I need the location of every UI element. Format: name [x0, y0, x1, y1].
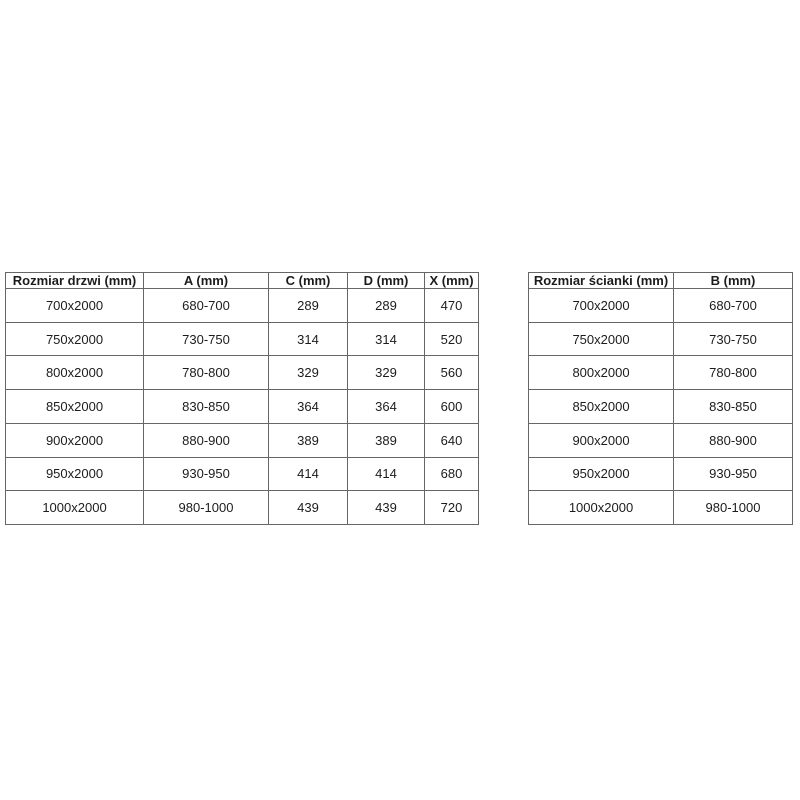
data-cell: 329 — [268, 355, 348, 391]
data-cell: 389 — [347, 422, 425, 458]
data-cell: 830-850 — [143, 389, 269, 424]
data-cell: 414 — [347, 456, 425, 492]
header-cell: B (mm) — [673, 272, 793, 289]
table-row: 700x2000 680-700 — [528, 288, 793, 323]
table-row: 850x2000 830-850 364 364 600 — [5, 389, 479, 424]
data-cell: 730-750 — [673, 321, 793, 357]
data-cell: 1000x2000 — [5, 490, 144, 525]
header-cell: Rozmiar ścianki (mm) — [528, 272, 674, 289]
table-row: 700x2000 680-700 289 289 470 — [5, 288, 479, 323]
data-cell: 780-800 — [673, 355, 793, 391]
header-row: Rozmiar ścianki (mm) B (mm) — [528, 272, 793, 289]
data-cell: 439 — [347, 490, 425, 525]
data-cell: 950x2000 — [5, 456, 144, 492]
data-cell: 364 — [347, 389, 425, 424]
table-row: 750x2000 730-750 — [528, 321, 793, 357]
data-cell: 850x2000 — [528, 389, 674, 424]
door-sizes-table-head: Rozmiar drzwi (mm) A (mm) C (mm) D (mm) X (m… — [5, 272, 479, 289]
header-row: Rozmiar drzwi (mm) A (mm) C (mm) D (mm) X (m… — [5, 272, 479, 289]
door-sizes-table: Rozmiar drzwi (mm) A (mm) C (mm) D (mm) X (m… — [5, 272, 479, 525]
data-cell: 389 — [268, 422, 348, 458]
header-cell: D (mm) — [347, 272, 425, 289]
data-cell: 750x2000 — [528, 321, 674, 357]
data-cell: 680-700 — [143, 288, 269, 323]
door-sizes-table-body: 700x2000 680-700 289 289 470 750x2000 730-750 3… — [5, 288, 479, 525]
data-cell: 880-900 — [143, 422, 269, 458]
header-cell: Rozmiar drzwi (mm) — [5, 272, 144, 289]
wall-panel-sizes-table: Rozmiar ścianki (mm) B (mm) 700x2000 680-7… — [528, 272, 793, 525]
data-cell: 439 — [268, 490, 348, 525]
table-row: 900x2000 880-900 — [528, 422, 793, 458]
data-cell: 930-950 — [143, 456, 269, 492]
data-cell: 750x2000 — [5, 321, 144, 357]
header-cell: C (mm) — [268, 272, 348, 289]
data-cell: 700x2000 — [528, 288, 674, 323]
table-row: 850x2000 830-850 — [528, 389, 793, 424]
data-cell: 720 — [424, 490, 479, 525]
data-cell: 364 — [268, 389, 348, 424]
data-cell: 980-1000 — [673, 490, 793, 525]
data-cell: 850x2000 — [5, 389, 144, 424]
table-row: 950x2000 930-950 414 414 680 — [5, 456, 479, 492]
data-cell: 700x2000 — [5, 288, 144, 323]
data-cell: 640 — [424, 422, 479, 458]
data-cell: 560 — [424, 355, 479, 391]
data-cell: 520 — [424, 321, 479, 357]
data-cell: 600 — [424, 389, 479, 424]
data-cell: 880-900 — [673, 422, 793, 458]
header-cell: X (mm) — [424, 272, 479, 289]
data-cell: 950x2000 — [528, 456, 674, 492]
data-cell: 289 — [347, 288, 425, 323]
table-row: 800x2000 780-800 — [528, 355, 793, 391]
data-cell: 329 — [347, 355, 425, 391]
data-cell: 780-800 — [143, 355, 269, 391]
data-cell: 900x2000 — [528, 422, 674, 458]
data-cell: 900x2000 — [5, 422, 144, 458]
data-cell: 470 — [424, 288, 479, 323]
table-row: 1000x2000 980-1000 439 439 720 — [5, 490, 479, 525]
data-cell: 680-700 — [673, 288, 793, 323]
data-cell: 289 — [268, 288, 348, 323]
data-cell: 830-850 — [673, 389, 793, 424]
data-cell: 414 — [268, 456, 348, 492]
data-cell: 980-1000 — [143, 490, 269, 525]
table-row: 1000x2000 980-1000 — [528, 490, 793, 525]
data-cell: 800x2000 — [5, 355, 144, 391]
wall-panel-sizes-table-head: Rozmiar ścianki (mm) B (mm) — [528, 272, 793, 289]
table-row: 950x2000 930-950 — [528, 456, 793, 492]
data-cell: 730-750 — [143, 321, 269, 357]
header-cell: A (mm) — [143, 272, 269, 289]
data-cell: 930-950 — [673, 456, 793, 492]
data-cell: 800x2000 — [528, 355, 674, 391]
table-row: 900x2000 880-900 389 389 640 — [5, 422, 479, 458]
data-cell: 314 — [347, 321, 425, 357]
table-row: 800x2000 780-800 329 329 560 — [5, 355, 479, 391]
table-row: 750x2000 730-750 314 314 520 — [5, 321, 479, 357]
data-cell: 314 — [268, 321, 348, 357]
data-cell: 680 — [424, 456, 479, 492]
wall-panel-sizes-table-body: 700x2000 680-700 750x2000 730-750 800x2000 78… — [528, 288, 793, 525]
data-cell: 1000x2000 — [528, 490, 674, 525]
